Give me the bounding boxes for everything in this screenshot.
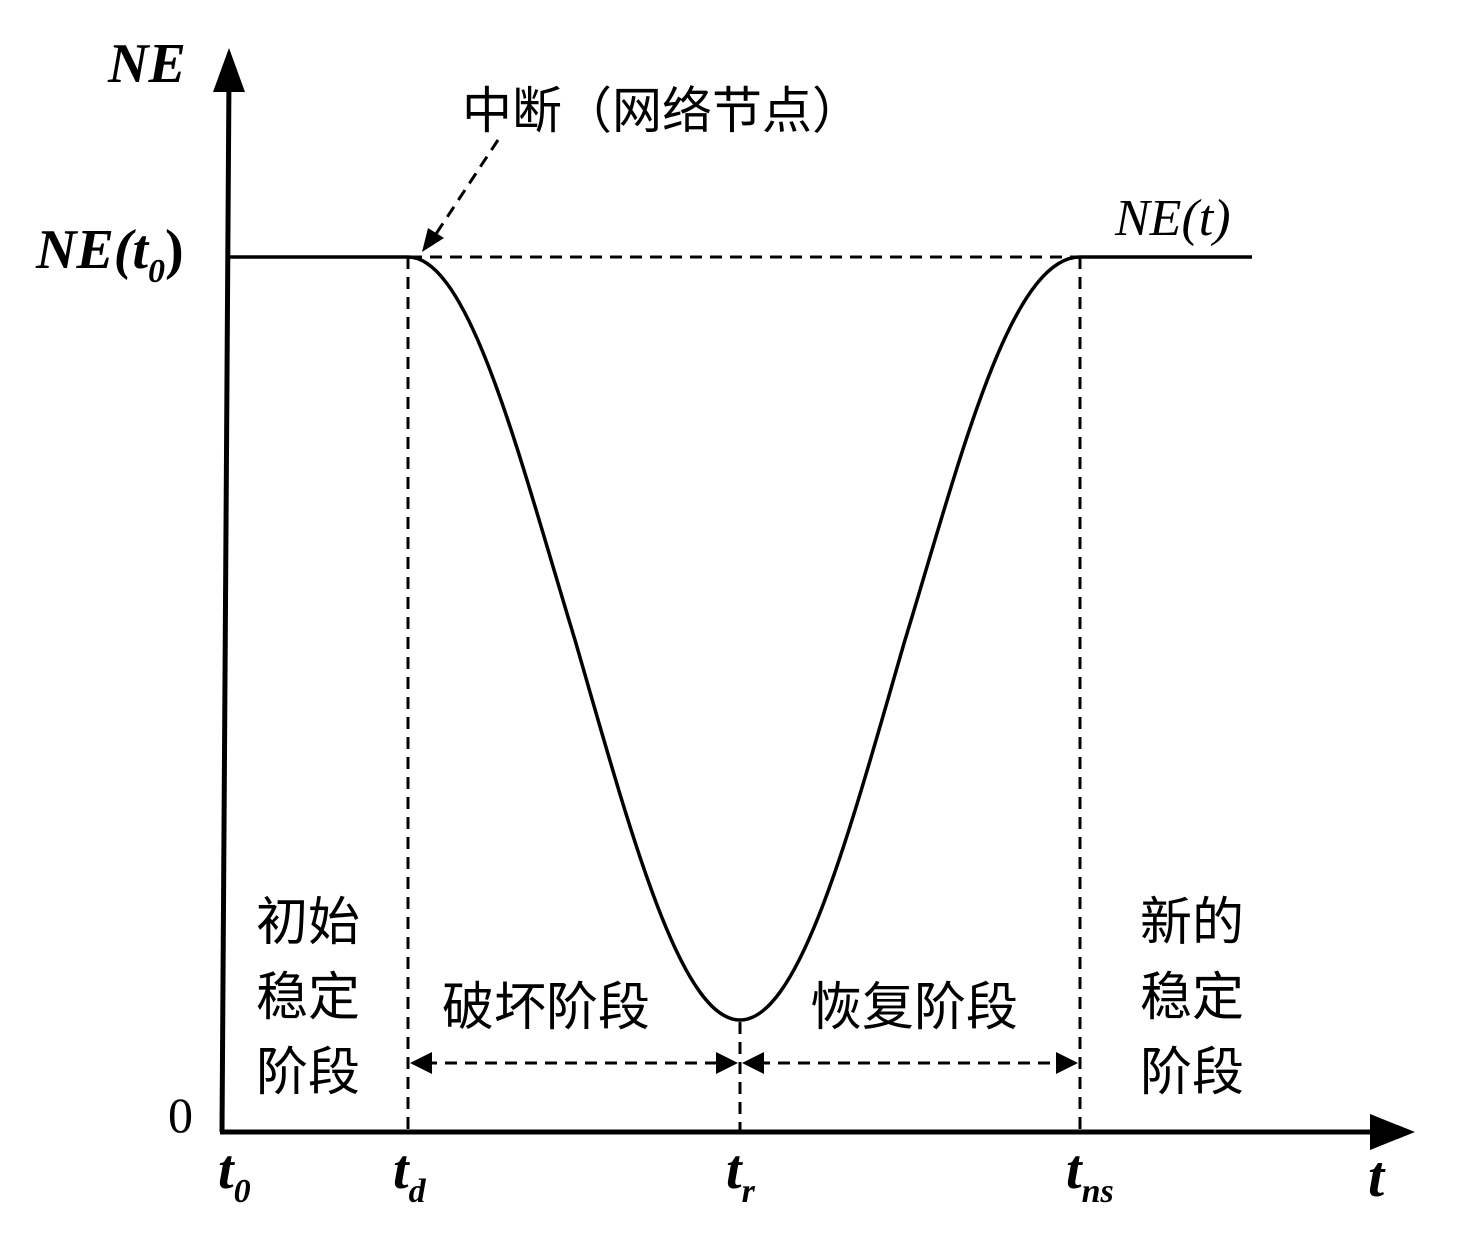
x-axis-arrowhead [1370, 1114, 1415, 1150]
x-tick-td: td [393, 1139, 427, 1210]
curve-label: NE(t) [1114, 190, 1231, 247]
new-phase-line-3: 阶段 [1140, 1043, 1244, 1103]
x-tick-tr: tr [726, 1139, 756, 1210]
y-axis [219, 74, 232, 1133]
y-zero-label: 0 [168, 1087, 193, 1143]
annotation-pointer [430, 139, 500, 241]
recovery-arrow-right [1056, 1052, 1078, 1074]
new-phase-line-2: 稳定 [1140, 968, 1244, 1028]
recovery-phase-label: 恢复阶段 [810, 978, 1018, 1038]
destruction-arrow-right [716, 1052, 738, 1074]
initial-phase-line-1: 初始 [256, 893, 360, 953]
x-tick-tns: tns [1066, 1139, 1114, 1210]
annotation-arrowhead [422, 228, 444, 252]
x-axis-label: t [1368, 1144, 1386, 1209]
disruption-annotation: 中断（网络节点） [462, 82, 862, 140]
destruction-arrow-left [410, 1052, 432, 1074]
destruction-phase-label: 破坏阶段 [442, 978, 650, 1038]
y-axis-arrowhead [213, 48, 245, 92]
y-axis-label: NE [107, 33, 186, 95]
y-reference-label: NE(t0) [35, 219, 184, 290]
recovery-arrow-left [742, 1052, 764, 1074]
new-phase-line-1: 新的 [1140, 893, 1244, 953]
initial-phase-line-2: 稳定 [256, 968, 360, 1028]
ne-curve [229, 255, 1252, 1022]
initial-phase-line-3: 阶段 [256, 1043, 360, 1103]
x-tick-t0: t0 [218, 1139, 251, 1210]
